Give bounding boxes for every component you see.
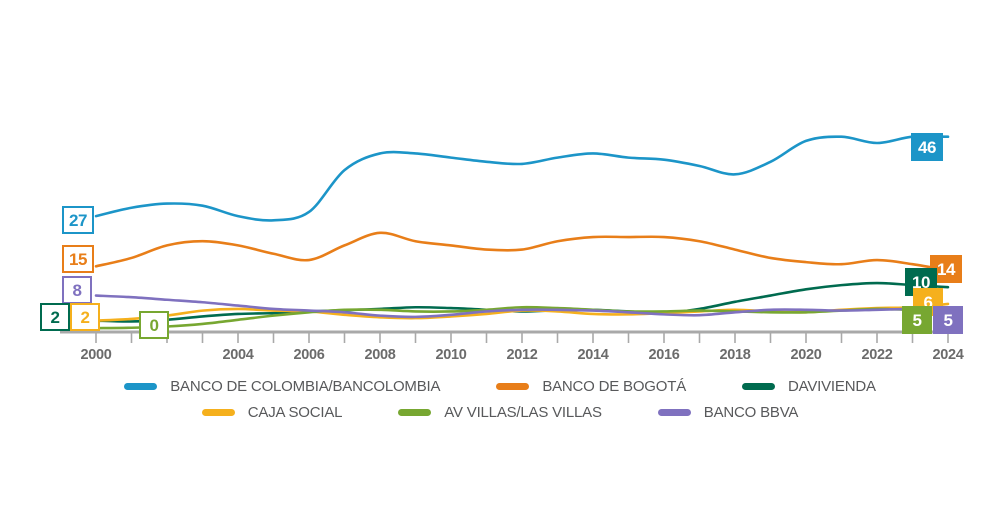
- x-tick-label-2024: 2024: [932, 347, 963, 363]
- end-value-label: 46: [911, 133, 943, 161]
- legend-item-bbva[interactable]: BANCO BBVA: [657, 404, 799, 421]
- legend-swatch-davivienda-icon: [742, 383, 776, 390]
- start-value-label: 27: [62, 206, 94, 234]
- legend-item-caja[interactable]: CAJA SOCIAL: [201, 404, 343, 421]
- legend-swatch-bancolombia-icon: [124, 383, 158, 390]
- legend-item-bancolombia[interactable]: BANCO DE COLOMBIA/BANCOLOMBIA: [124, 378, 441, 395]
- legend-swatch-bogota-icon: [496, 383, 530, 390]
- legend-item-avvillas[interactable]: AV VILLAS/LAS VILLAS: [398, 404, 602, 421]
- x-tick-label-2022: 2022: [861, 347, 892, 363]
- legend-swatch-bbva-icon: [657, 409, 691, 416]
- start-value-label: 15: [62, 245, 94, 273]
- x-tick-label-2012: 2012: [506, 347, 537, 363]
- legend-label-caja: CAJA SOCIAL: [247, 404, 343, 421]
- series-line-bancolombia: [94, 134, 950, 222]
- legend-row-1: BANCO DE COLOMBIA/BANCOLOMBIA BANCO DE BO…: [0, 378, 1000, 395]
- start-value-label: 2: [40, 303, 70, 331]
- legend-row-2: CAJA SOCIAL AV VILLAS/LAS VILLAS BANCO BBV…: [0, 404, 1000, 421]
- x-tick-label-2018: 2018: [719, 347, 750, 363]
- legend-item-davivienda[interactable]: DAVIVIENDA: [742, 378, 876, 395]
- legend-label-bogota: BANCO DE BOGOTÁ: [542, 378, 687, 395]
- x-axis-tick-labels: 2000 2004 2006 2008 2010 2012 2014 2016 2018 2020…: [80, 347, 964, 363]
- start-value-label: 0: [139, 311, 169, 339]
- series-layer: [94, 134, 950, 330]
- legend-label-avvillas: AV VILLAS/LAS VILLAS: [444, 404, 602, 421]
- x-tick-label-2016: 2016: [648, 347, 679, 363]
- x-tick-label-2020: 2020: [790, 347, 821, 363]
- series-line-bbva: [94, 294, 950, 319]
- legend-label-davivienda: DAVIVIENDA: [788, 378, 876, 395]
- legend-swatch-caja-icon: [201, 409, 235, 416]
- end-value-label: 5: [902, 306, 932, 334]
- x-tick-label-2008: 2008: [364, 347, 395, 363]
- start-value-label: 2: [70, 303, 100, 331]
- x-tick-label-2000: 2000: [80, 347, 111, 363]
- series-line-davivienda: [94, 281, 950, 323]
- legend-label-bbva: BANCO BBVA: [703, 404, 799, 421]
- series-line-bogota: [94, 231, 950, 272]
- series-line-avvillas: [94, 305, 950, 330]
- x-tick-label-2010: 2010: [435, 347, 466, 363]
- x-tick-label-2004: 2004: [222, 347, 253, 363]
- x-axis: [60, 330, 960, 343]
- legend-label-bancolombia: BANCO DE COLOMBIA/BANCOLOMBIA: [170, 378, 441, 395]
- legend-item-bogota[interactable]: BANCO DE BOGOTÁ: [496, 378, 686, 395]
- end-value-label: 5: [933, 306, 963, 334]
- x-tick-label-2006: 2006: [293, 347, 324, 363]
- x-tick-label-2014: 2014: [577, 347, 608, 363]
- start-value-label: 8: [62, 276, 92, 304]
- legend-swatch-avvillas-icon: [398, 409, 432, 416]
- chart-legend: BANCO DE COLOMBIA/BANCOLOMBIA BANCO DE BO…: [0, 378, 1000, 421]
